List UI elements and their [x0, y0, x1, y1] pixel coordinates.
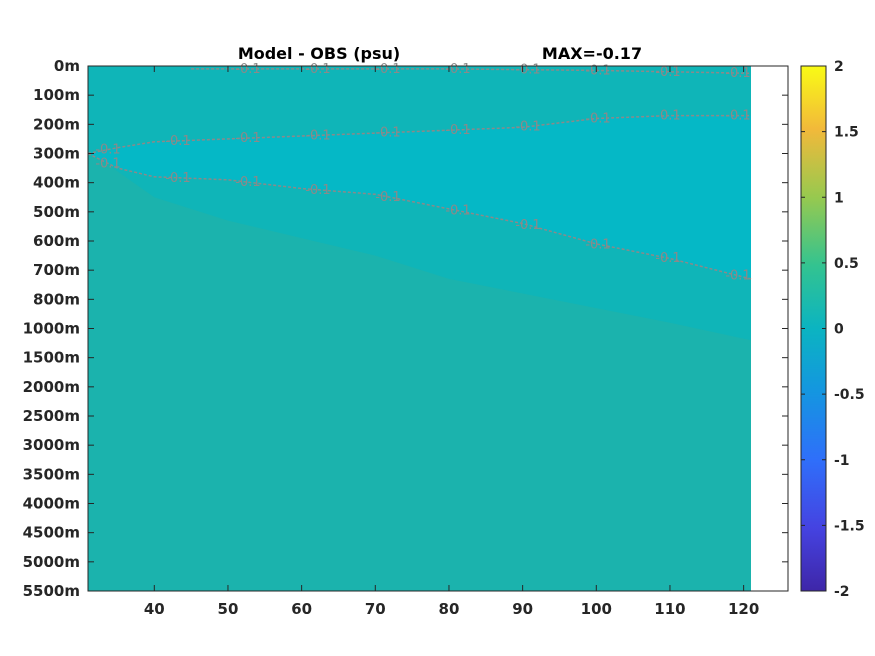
- y-tick-label: 2500m: [23, 407, 80, 425]
- contour-label-1: -0.1: [445, 204, 470, 219]
- x-tick-label: 50: [218, 600, 239, 618]
- y-tick-label: 5500m: [23, 582, 80, 600]
- contour-label-0: -0.1: [375, 126, 400, 141]
- y-tick-label: 300m: [33, 145, 80, 163]
- colorbar-tick-label: 2: [834, 59, 844, 75]
- contour-label-0: -0.1: [165, 134, 190, 149]
- contour-label-1: -0.1: [655, 251, 680, 266]
- contour-label-0: -0.1: [515, 120, 540, 135]
- x-tick-label: 70: [365, 600, 386, 618]
- colorbar-tick-label: -0.5: [834, 387, 865, 403]
- contour-label-2: -0.1: [305, 62, 330, 77]
- contour-label-2: -0.1: [585, 63, 610, 78]
- y-tick-label: 100m: [33, 86, 80, 104]
- contour-label-0: -0.1: [585, 111, 610, 126]
- empty-area: [751, 66, 788, 591]
- y-tick-label: 1500m: [23, 349, 80, 367]
- y-tick-label: 0m: [54, 57, 80, 75]
- x-tick-label: 60: [291, 600, 312, 618]
- colorbar-tick-label: 0: [834, 322, 844, 338]
- contour-label-0: -0.1: [655, 109, 680, 124]
- contour-label-2: -0.1: [515, 63, 540, 78]
- colorbar-tick-label: -1.5: [834, 518, 865, 534]
- contour-label-2: -0.1: [725, 66, 750, 81]
- contour-label-1: -0.1: [305, 183, 330, 198]
- contour-label-1: -0.1: [235, 175, 260, 190]
- y-tick-label: 1000m: [23, 320, 80, 338]
- contour-label-1: -0.1: [585, 237, 610, 252]
- colorbar-bar: [800, 65, 827, 592]
- x-tick-label: 80: [439, 600, 460, 618]
- y-tick-label: 5000m: [23, 553, 80, 571]
- y-tick-label: 4000m: [23, 495, 80, 513]
- plot-area: [88, 66, 788, 591]
- contour-label-0: -0.1: [725, 109, 750, 124]
- y-tick-label: 3000m: [23, 436, 80, 454]
- y-tick-label: 600m: [33, 232, 80, 250]
- colorbar-tick-label: 1: [834, 190, 844, 206]
- x-tick-label: 90: [512, 600, 533, 618]
- y-tick-label: 800m: [33, 290, 80, 308]
- contour-label-2: -0.1: [375, 62, 400, 77]
- contour-label-1: -0.1: [515, 218, 540, 233]
- colorbar-tick-label: 1.5: [834, 125, 859, 141]
- colorbar-tick-label: 0.5: [834, 256, 859, 272]
- contour-label-0: -0.1: [445, 123, 470, 138]
- contour-label-0: -0.1: [235, 131, 260, 146]
- max-label: MAX=-0.17: [542, 44, 642, 63]
- colorbar: 2 1.5 1 0.5 0 -0.5 -1 -1.5 -2: [800, 59, 865, 600]
- x-tick-label: 40: [144, 600, 165, 618]
- colorbar-tick-label: -1: [834, 453, 850, 469]
- axes: 0m 100m 200m 300m 400m 500m 600m 700m 800m 1000m 1…: [23, 57, 789, 618]
- y-tick-label: 400m: [33, 174, 80, 192]
- x-tick-label: 100: [581, 600, 612, 618]
- x-tick-label: 110: [654, 600, 685, 618]
- contour-label-1: -0.1: [375, 190, 400, 205]
- contour-label-1: -0.1: [165, 171, 190, 186]
- x-tick-label: 120: [728, 600, 759, 618]
- contour-line-1: [87, 152, 752, 280]
- y-tick-label: 4500m: [23, 524, 80, 542]
- y-tick-label: 3500m: [23, 465, 80, 483]
- y-tick-label: 2000m: [23, 378, 80, 396]
- contour-label-1: -0.1: [725, 269, 750, 284]
- contour-label-2: -0.1: [235, 62, 260, 77]
- contour-label-0: -0.1: [305, 128, 330, 143]
- contour-label-1: -0.1: [95, 156, 120, 171]
- contour-label-0: -0.1: [95, 143, 120, 158]
- y-tick-label: 500m: [33, 203, 80, 221]
- chart-title: Model - OBS (psu): [238, 44, 400, 63]
- y-tick-label: 200m: [33, 115, 80, 133]
- contour-label-2: -0.1: [655, 65, 680, 80]
- y-tick-label: 700m: [33, 261, 80, 279]
- negative-band: [88, 115, 751, 279]
- colorbar-tick-label: -2: [834, 584, 850, 600]
